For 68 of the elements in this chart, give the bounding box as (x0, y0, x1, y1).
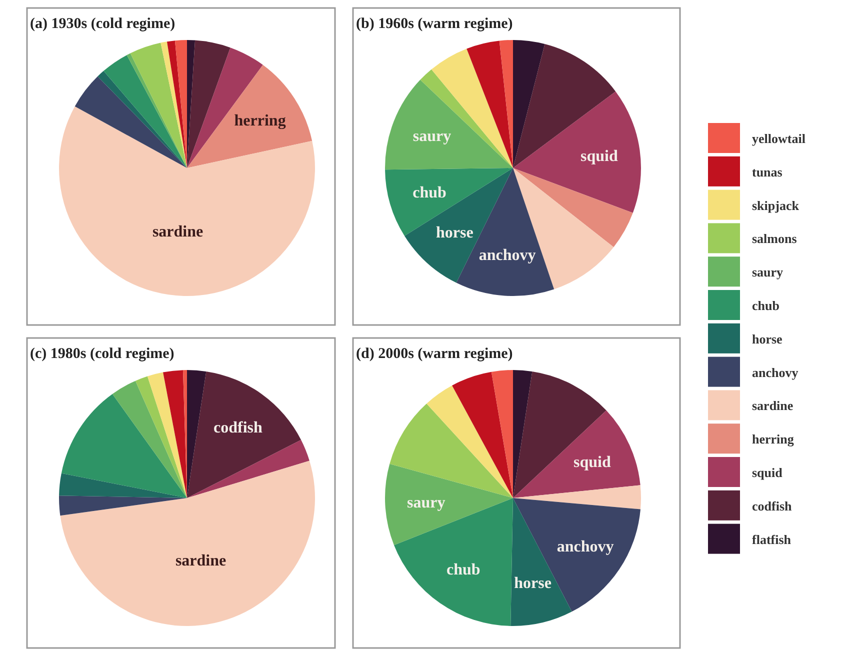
pie-slice (385, 168, 513, 236)
pie-slice (163, 370, 187, 498)
pie-slice (135, 376, 187, 498)
pie-slice (59, 106, 315, 296)
legend-label: anchovy (752, 364, 799, 380)
legend-label: squid (752, 465, 784, 480)
pie-slice (513, 91, 641, 213)
pie-slice (187, 64, 312, 168)
chart-title: (c) 1980s (cold regime) (30, 346, 174, 362)
legend-label: flatfish (752, 532, 792, 547)
pie-slice (174, 40, 187, 168)
pie-slice (394, 498, 513, 626)
slice-label: codfish (213, 419, 262, 436)
slice-label: horse (436, 224, 474, 242)
legend-label: saury (752, 264, 784, 280)
slice-label: chub (446, 562, 480, 579)
legend-label: herring (752, 432, 794, 447)
pie-slice (187, 371, 302, 498)
legend-label: chub (752, 298, 780, 313)
pie-slice (466, 40, 513, 168)
pie-slice (147, 372, 187, 498)
slice-label: squid (574, 454, 611, 471)
legend-label: tunas (752, 164, 782, 180)
slice-label: anchovy (478, 246, 536, 264)
pie-slice (513, 485, 641, 510)
pie-slice (513, 498, 641, 612)
chart-title: (d) 2000s (warm regime) (356, 346, 513, 362)
legend-label: codfish (752, 498, 792, 514)
slice-label: horse (514, 574, 552, 592)
chart-title: (b) 1960s (warm regime) (356, 16, 513, 32)
pie-slice (160, 42, 187, 168)
pie-slice (499, 40, 513, 168)
slice-label: chub (412, 184, 446, 202)
pie-slice (390, 404, 513, 498)
pie-slice (60, 460, 315, 626)
pie-slice (74, 76, 187, 168)
slice-label: saury (412, 128, 452, 146)
text: sardine (152, 223, 204, 240)
legend-label: sardine (752, 398, 794, 414)
text: herring (234, 112, 286, 130)
pie-slice (513, 370, 532, 498)
pie-slice (61, 394, 187, 498)
pie-slice (187, 40, 230, 168)
legend-label: salmons (752, 231, 797, 246)
pie-slice (385, 464, 513, 546)
legend-label: skipjack (752, 198, 800, 213)
pie-slice (59, 473, 187, 498)
legend-label: yellowtail (752, 131, 806, 146)
pie-slice (187, 370, 206, 498)
slice-label: sardine (175, 552, 226, 570)
pie-slice (187, 440, 310, 498)
slice-label: squid (580, 148, 618, 165)
pie-slice (513, 40, 545, 168)
pie-slice (166, 40, 187, 168)
pie-slice (452, 372, 513, 498)
pie-slice (513, 410, 640, 498)
pie-slice (426, 385, 513, 498)
pie-slice (385, 80, 513, 170)
slice-label: saury (406, 494, 446, 512)
slice-label: anchovy (556, 538, 614, 556)
pie-slice (104, 55, 187, 168)
pie-slice (513, 44, 616, 168)
pie-slice (491, 370, 513, 498)
legend-label: horse (752, 331, 783, 346)
pie-slice (59, 496, 187, 516)
pie-slice (513, 168, 633, 248)
pie-slice (112, 380, 187, 498)
chart-title: (a) 1930s (cold regime) (30, 16, 176, 32)
